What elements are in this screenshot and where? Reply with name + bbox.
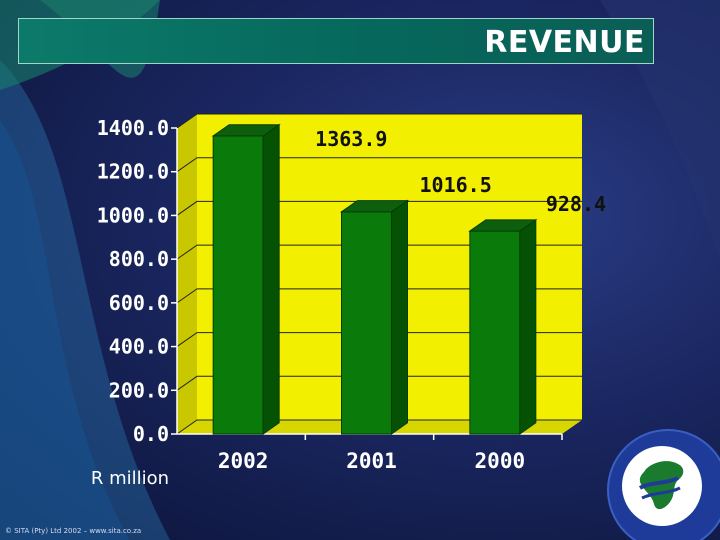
y-tick-label: 1200.0: [97, 160, 169, 184]
y-tick-label: 1000.0: [97, 203, 169, 227]
bar-side: [262, 123, 280, 435]
gridline: [176, 244, 582, 260]
bar-front: [212, 135, 264, 435]
y-axis-unit-label: R million: [91, 468, 169, 489]
gridline: [176, 113, 582, 129]
bar-top: [211, 124, 281, 137]
footer-copyright: © SITA (Pty) Ltd 2002 – www.sita.co.za: [5, 527, 142, 535]
data-labels: 1363.9 1016.5 928.4: [315, 127, 606, 216]
data-label: 1363.9: [315, 127, 387, 151]
x-category-label: 2002: [218, 449, 269, 473]
plot-side-wall: [177, 114, 197, 434]
data-label: 1016.5: [420, 173, 492, 197]
bar-side: [519, 218, 537, 435]
y-tick-label: 0.0: [133, 422, 169, 446]
bar-front: [469, 230, 521, 435]
bar: [339, 199, 410, 435]
y-tick-label: 1400.0: [97, 116, 169, 140]
x-category-label: 2001: [346, 449, 397, 473]
y-axis-ticks: 0.0 200.0 400.0 600.0 800.0 1000.0 1200.0 1400.…: [97, 116, 169, 446]
gridline: [176, 200, 582, 216]
y-tick-label: 400.0: [109, 335, 169, 359]
y-tick-label: 800.0: [109, 247, 169, 271]
x-category-label: 2000: [475, 449, 526, 473]
africa-map-logo-icon: [607, 429, 720, 540]
gridline: [176, 157, 582, 173]
title-bar: REVENUE: [18, 18, 654, 64]
data-label: 928.4: [546, 192, 606, 216]
bar-top: [468, 219, 538, 232]
gridline: [176, 332, 582, 347]
bars: [211, 123, 538, 435]
bar: [468, 218, 538, 435]
gridline: [176, 419, 582, 435]
bar: [211, 123, 281, 435]
bar-side: [391, 199, 408, 435]
bar-top: [339, 200, 410, 213]
category-labels: 2002 2001 2000: [218, 434, 563, 473]
y-tick-label: 600.0: [109, 291, 169, 315]
gridline: [176, 288, 582, 304]
gridlines: [171, 113, 582, 435]
y-tick-label: 200.0: [109, 378, 169, 402]
bar-front: [341, 211, 392, 435]
slide-title: REVENUE: [484, 25, 645, 60]
gridline: [176, 375, 582, 391]
